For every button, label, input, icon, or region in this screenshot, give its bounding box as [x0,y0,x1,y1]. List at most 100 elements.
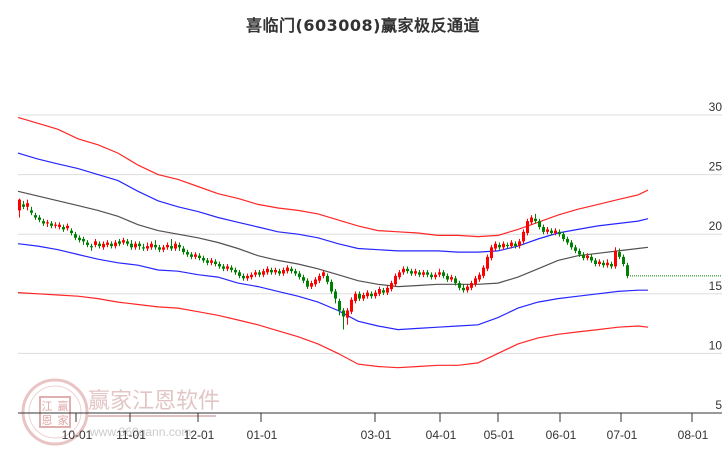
up-candle [598,261,601,264]
up-candle [466,286,469,291]
x-tick-label: 11-01 [116,428,146,442]
up-candle [438,272,441,275]
down-candle [458,283,461,288]
up-candle [362,294,365,299]
up-candle [162,247,165,250]
down-candle [338,300,341,311]
up-candle [322,272,325,276]
down-candle [158,247,161,250]
up-candle [522,231,525,242]
down-candle [534,218,537,222]
up-candle [350,299,353,312]
down-candle [270,269,273,273]
down-candle [298,273,301,278]
up-candle [354,293,357,301]
down-candle [342,310,345,317]
down-candle [190,254,193,257]
x-tick-label: 03-01 [361,428,392,442]
up-candle [398,272,401,278]
up-candle [346,310,349,318]
down-candle [234,269,237,273]
x-tick-label: 08-01 [678,428,709,442]
up-candle [150,243,153,248]
up-candle [386,287,389,293]
down-candle [62,227,65,230]
up-candle [366,292,369,297]
up-candle [526,221,529,234]
down-candle [442,272,445,276]
down-candle [418,272,421,275]
up-candle [614,250,617,267]
up-candle [546,229,549,232]
down-candle [258,272,261,275]
up-candle [414,271,417,274]
down-candle [626,265,629,276]
down-candle [206,260,209,263]
up-candle [210,260,213,263]
up-candle [122,240,125,243]
up-candle [26,203,29,207]
up-candle [434,274,437,278]
down-candle [38,217,41,220]
down-candle [242,275,245,279]
down-candle [542,227,545,232]
down-candle [578,250,581,255]
up-candle [194,254,197,257]
down-candle [446,275,449,280]
down-candle [78,237,81,241]
x-tick-label: 04-01 [426,428,457,442]
x-tick-label: 06-01 [546,428,577,442]
gridlines [18,114,722,354]
middle-line-line [17,190,649,288]
y-tick-label: 20 [709,219,723,233]
down-candle [558,231,561,235]
up-candle [510,242,513,247]
down-candle [410,271,413,274]
down-candle [98,243,101,247]
inner-upper-band-line [17,152,649,253]
down-candle [110,243,113,247]
down-candle [278,271,281,274]
down-candle [330,281,333,292]
up-candle [106,242,109,245]
down-candle [294,271,297,274]
down-candle [306,280,309,287]
up-candle [314,279,317,285]
up-candle [394,275,397,285]
down-candle [594,260,597,264]
up-candle [58,224,61,228]
up-candle [146,246,149,249]
up-candle [282,269,285,274]
x-axis: 10-01 11-01 12-01 01-01 03-01 04-01 05-01 06-01… [18,412,722,442]
y-tick-label: 10 [709,338,723,352]
up-candle [374,292,377,297]
down-candle [154,244,157,248]
svg-text:恩: 恩 [42,414,53,427]
down-candle [222,266,225,269]
down-candle [462,287,465,291]
up-candle [586,255,589,259]
y-tick-label: 5 [715,398,722,412]
down-candle [622,256,625,264]
up-candle [66,225,69,229]
x-tick-label: 10-01 [62,428,93,442]
up-candle [134,243,137,248]
y-tick-label: 25 [709,160,723,174]
down-candle [34,215,37,218]
y-axis: 30 25 20 15 10 5 [709,100,723,412]
watermark: 江 赢 恩 家 赢家江恩软件 www.360gann.com [21,378,220,446]
down-candle [138,243,141,247]
down-candle [570,242,573,248]
down-candle [86,242,89,245]
up-candle [390,283,393,290]
down-candle [406,268,409,272]
down-candle [22,204,25,207]
down-candle [326,275,329,282]
y-tick-label: 15 [709,279,723,293]
down-candle [290,268,293,272]
outer-lower-band-line [17,292,649,369]
up-candle [250,274,253,278]
down-candle [610,264,613,267]
up-candle [478,274,481,280]
